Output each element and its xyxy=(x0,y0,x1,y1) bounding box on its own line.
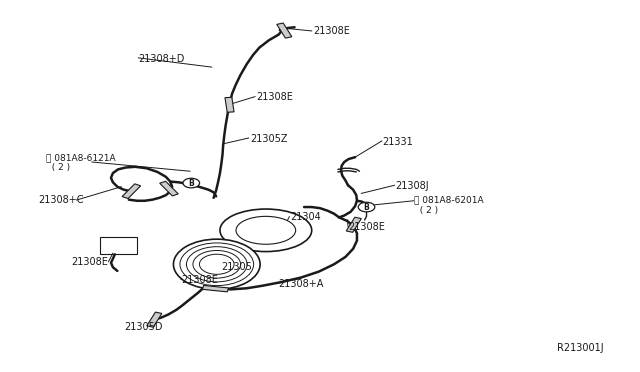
Text: Ⓑ 081A8-6201A
  ( 2 ): Ⓑ 081A8-6201A ( 2 ) xyxy=(414,196,484,215)
Text: 21308J: 21308J xyxy=(395,181,429,191)
Text: 21331: 21331 xyxy=(383,137,413,147)
Text: 21308+D: 21308+D xyxy=(138,54,185,64)
Ellipse shape xyxy=(236,217,296,244)
Ellipse shape xyxy=(220,209,312,251)
Text: 21305: 21305 xyxy=(221,262,252,272)
Circle shape xyxy=(173,239,260,289)
Text: Ⓑ 081A8-6121A
  ( 2 ): Ⓑ 081A8-6121A ( 2 ) xyxy=(46,153,116,173)
Text: 21308+C: 21308+C xyxy=(38,195,84,205)
Bar xyxy=(202,285,228,292)
Text: 21308+A: 21308+A xyxy=(278,279,324,289)
Bar xyxy=(225,97,234,112)
Text: 21308E: 21308E xyxy=(314,26,351,36)
Text: R213001J: R213001J xyxy=(557,343,604,353)
Bar xyxy=(147,312,162,327)
Bar xyxy=(100,237,137,254)
Bar xyxy=(346,217,362,232)
Text: 21308E: 21308E xyxy=(182,275,219,285)
Text: 21308E: 21308E xyxy=(256,92,293,102)
Bar xyxy=(122,184,141,199)
Text: 21304: 21304 xyxy=(290,212,321,222)
Circle shape xyxy=(358,202,375,212)
Text: 21305Z: 21305Z xyxy=(250,134,287,144)
Bar xyxy=(160,181,179,196)
Text: 21308E: 21308E xyxy=(72,257,108,267)
Text: 21308E: 21308E xyxy=(349,222,385,232)
Text: B: B xyxy=(364,202,369,212)
Text: B: B xyxy=(188,179,194,187)
Text: 21305D: 21305D xyxy=(124,322,163,332)
Circle shape xyxy=(183,178,200,188)
Bar xyxy=(276,23,292,38)
